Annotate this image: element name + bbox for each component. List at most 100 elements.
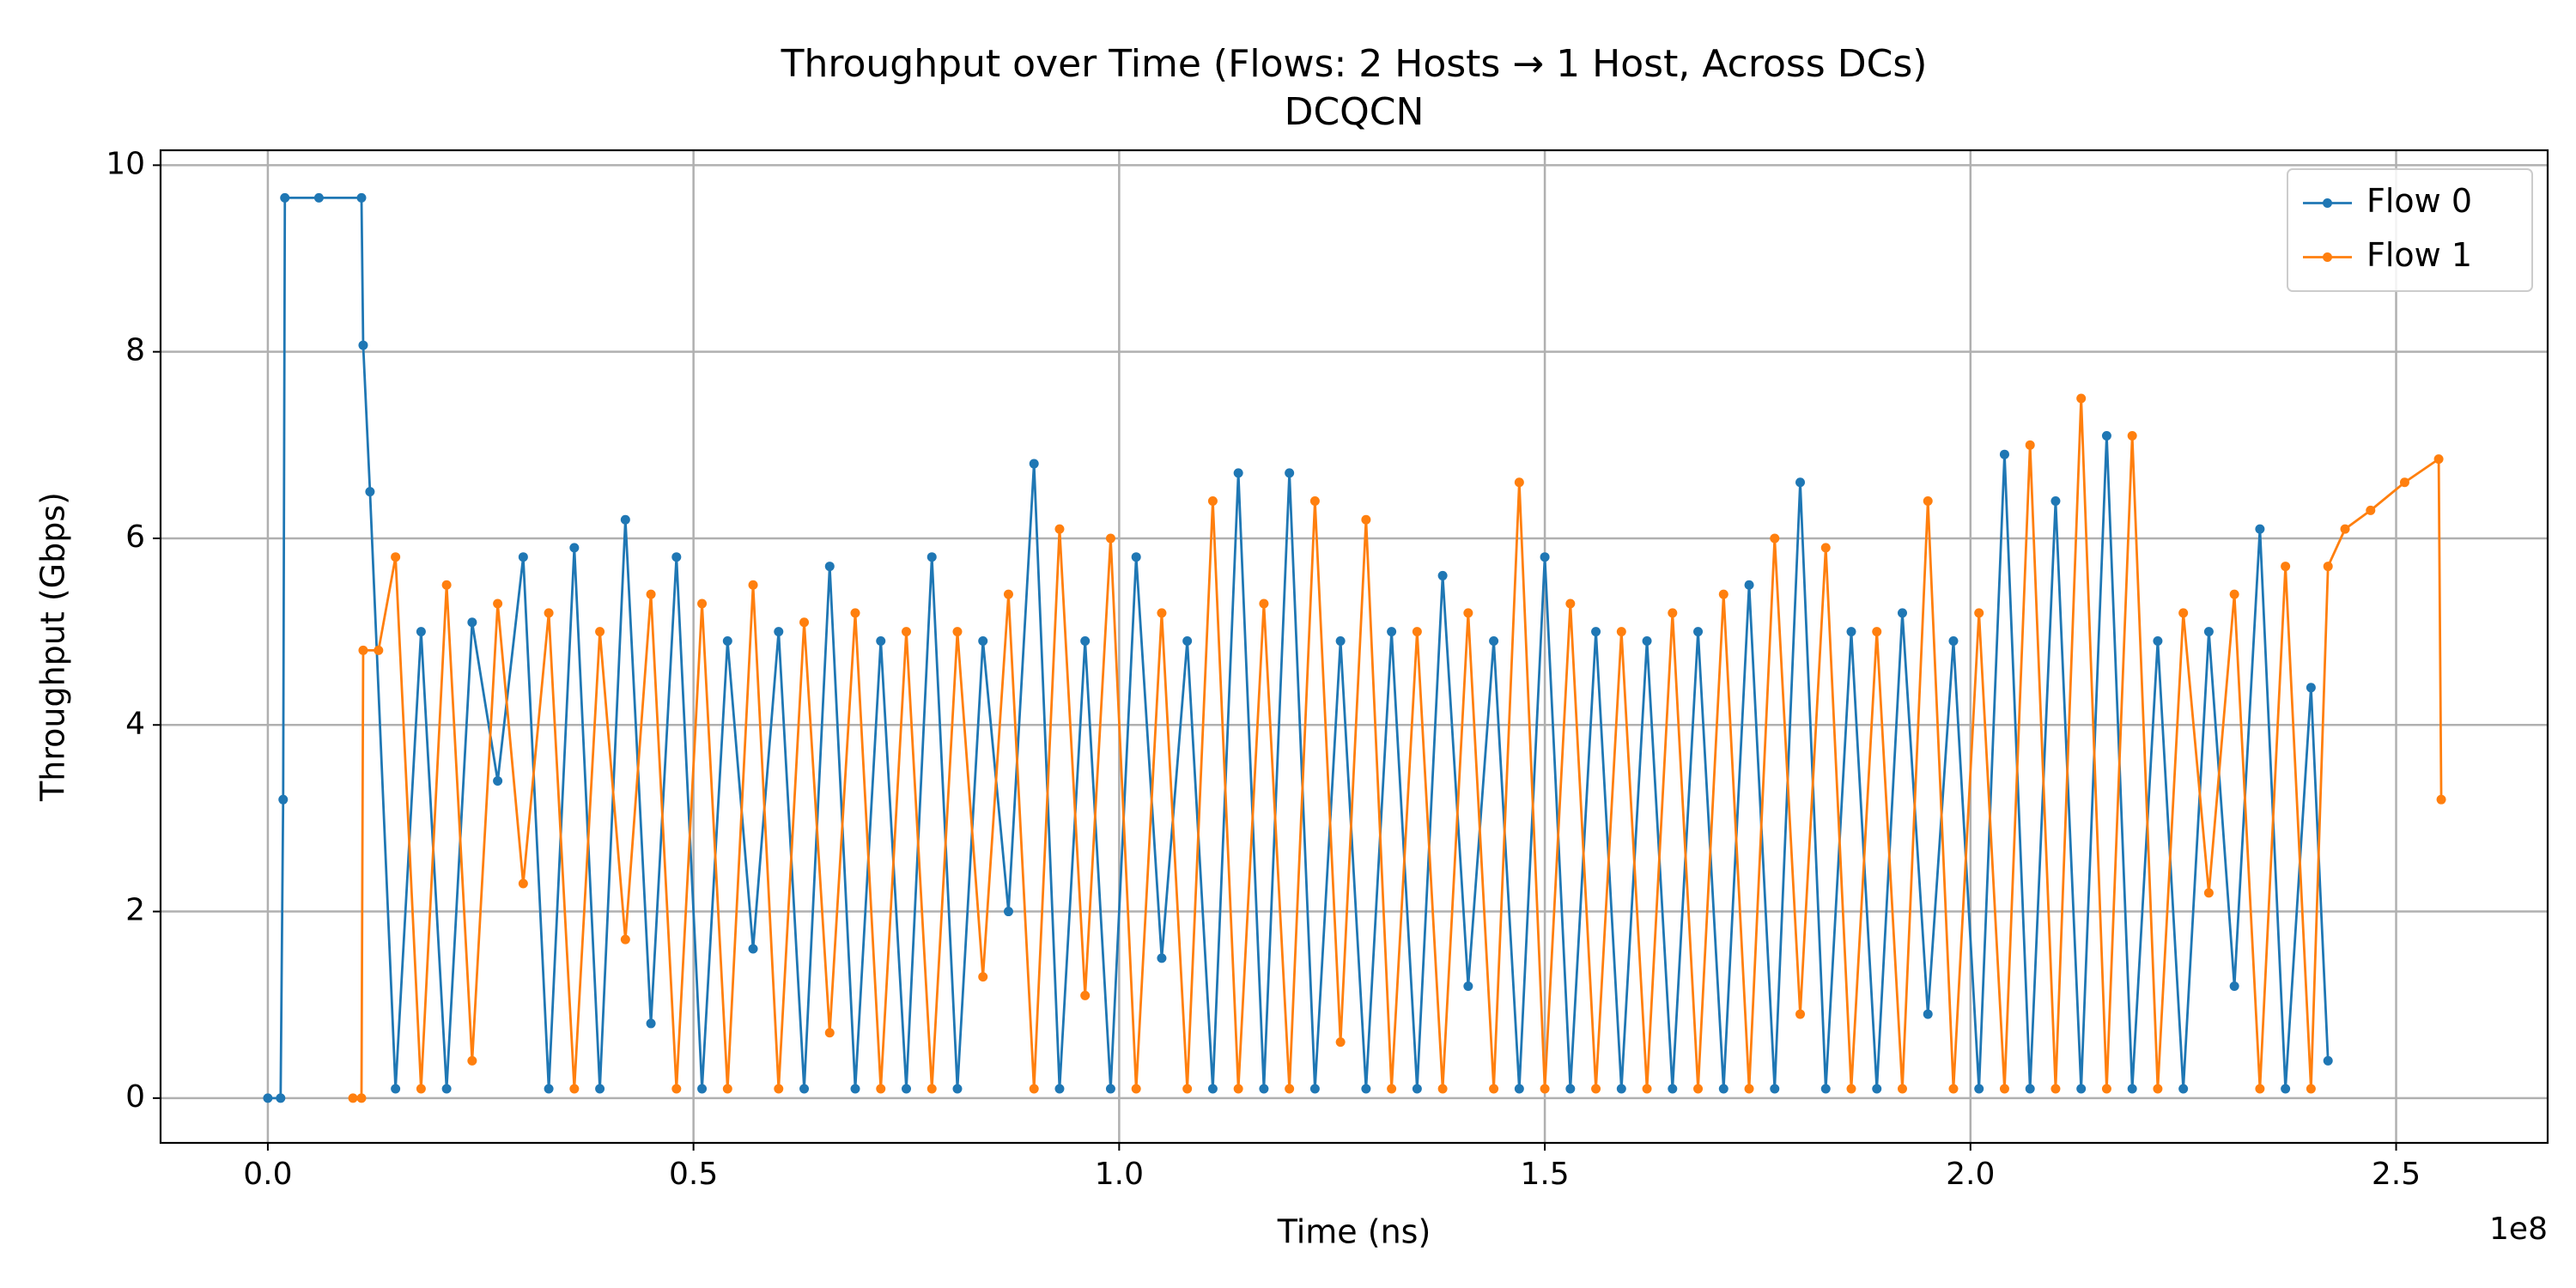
- data-point: [1309, 1084, 1320, 1094]
- data-point: [1999, 449, 2009, 459]
- data-point: [1897, 608, 1907, 618]
- data-point: [927, 552, 937, 562]
- data-point: [1361, 514, 1371, 525]
- data-point: [2153, 1084, 2163, 1094]
- data-point: [1744, 580, 1754, 590]
- y-tick-label: 10: [106, 146, 145, 181]
- data-point: [544, 608, 554, 618]
- data-point: [774, 1084, 784, 1094]
- data-point: [722, 1084, 732, 1094]
- y-axis-label: Throughput (Gbps): [34, 492, 72, 802]
- y-tick-label: 2: [125, 893, 145, 928]
- data-point: [1412, 627, 1422, 637]
- chart-subtitle: DCQCN: [1285, 90, 1425, 134]
- data-point: [1080, 990, 1091, 1000]
- x-offset-label: 1e8: [2489, 1212, 2548, 1247]
- data-point: [358, 645, 368, 655]
- data-point: [1182, 635, 1193, 646]
- data-point: [1054, 1084, 1065, 1094]
- data-point: [365, 487, 375, 497]
- data-point: [493, 775, 503, 786]
- data-point: [748, 944, 758, 954]
- data-point: [824, 562, 835, 572]
- data-point: [2433, 454, 2444, 465]
- data-point: [1259, 1084, 1269, 1094]
- chart-title: Throughput over Time (Flows: 2 Hosts → 1…: [781, 42, 1928, 86]
- data-point: [2281, 1084, 2291, 1094]
- legend-marker: [2323, 252, 2332, 262]
- data-point: [876, 1084, 886, 1094]
- legend-label: Flow 0: [2366, 182, 2472, 220]
- data-point: [569, 1084, 580, 1094]
- data-point: [467, 617, 477, 628]
- data-point: [1335, 635, 1346, 646]
- data-point: [671, 552, 682, 562]
- data-point: [1642, 635, 1652, 646]
- data-point: [1387, 1084, 1397, 1094]
- data-point: [2281, 562, 2291, 572]
- data-point: [1591, 627, 1601, 637]
- data-point: [595, 1084, 605, 1094]
- data-point: [1540, 552, 1550, 562]
- data-point: [978, 972, 988, 982]
- data-point: [1872, 627, 1882, 637]
- data-point: [978, 635, 988, 646]
- data-point: [1923, 496, 1933, 507]
- data-point: [2323, 1055, 2333, 1066]
- data-point: [1923, 1009, 1933, 1019]
- data-point: [1744, 1084, 1754, 1094]
- data-point: [1514, 477, 1524, 488]
- data-point: [1974, 608, 1984, 618]
- data-point: [2025, 1084, 2035, 1094]
- data-point: [824, 1028, 835, 1038]
- data-point: [1565, 1084, 1576, 1094]
- y-tick-label: 8: [125, 333, 145, 368]
- data-point: [2127, 1084, 2137, 1094]
- y-tick-label: 4: [125, 706, 145, 741]
- data-point: [620, 514, 630, 525]
- data-point: [1846, 1084, 1856, 1094]
- data-point: [1259, 598, 1269, 609]
- data-point: [2436, 794, 2446, 805]
- data-point: [1387, 627, 1397, 637]
- data-point: [1718, 589, 1728, 599]
- data-point: [1054, 524, 1065, 534]
- data-point: [1233, 1084, 1243, 1094]
- data-point: [2050, 1084, 2061, 1094]
- data-point: [2255, 524, 2265, 534]
- legend-label: Flow 1: [2366, 236, 2472, 274]
- x-tick-label: 2.5: [2372, 1157, 2421, 1192]
- data-point: [697, 1084, 708, 1094]
- data-point: [1693, 1084, 1704, 1094]
- legend-box: [2287, 168, 2533, 292]
- data-point: [2229, 981, 2239, 991]
- data-point: [2076, 1084, 2087, 1094]
- data-point: [1668, 608, 1678, 618]
- data-point: [1437, 1084, 1448, 1094]
- data-point: [2203, 627, 2214, 637]
- data-point: [1795, 477, 1806, 488]
- data-point: [2127, 430, 2137, 440]
- data-point: [2255, 1084, 2265, 1094]
- data-point: [1540, 1084, 1550, 1094]
- data-point: [722, 635, 732, 646]
- data-point: [902, 1084, 912, 1094]
- data-point: [697, 598, 708, 609]
- data-point: [2101, 1084, 2111, 1094]
- data-point: [748, 580, 758, 590]
- data-point: [1897, 1084, 1907, 1094]
- data-point: [1207, 1084, 1218, 1094]
- data-point: [2153, 635, 2163, 646]
- data-point: [1335, 1037, 1346, 1048]
- data-point: [1974, 1084, 1984, 1094]
- data-point: [356, 1093, 367, 1103]
- data-point: [2399, 477, 2409, 488]
- data-point: [467, 1055, 477, 1066]
- data-point: [1616, 1084, 1626, 1094]
- data-point: [1437, 570, 1448, 580]
- data-point: [278, 794, 289, 805]
- data-point: [1105, 533, 1115, 544]
- data-point: [774, 627, 784, 637]
